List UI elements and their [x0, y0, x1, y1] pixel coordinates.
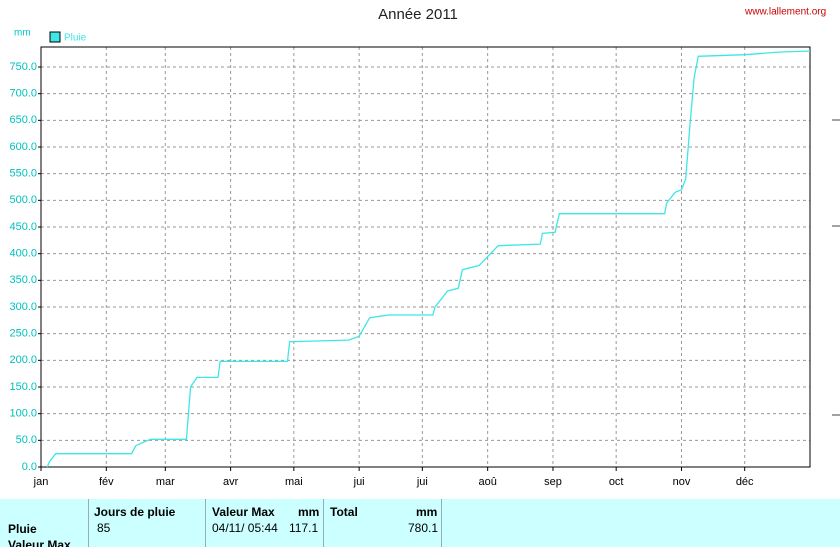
- cell: 04/11/ 05:44: [212, 521, 278, 535]
- legend-swatch: [49, 31, 61, 43]
- header: Jours de pluie: [94, 505, 176, 519]
- header: Valeur Max: [212, 505, 275, 519]
- y-tick-label: 550.0: [9, 168, 37, 180]
- plot-border: [40, 46, 811, 468]
- chart-title: Année 2011: [378, 6, 458, 23]
- x-tick-label: mai: [285, 476, 303, 488]
- header: Total: [330, 505, 358, 519]
- y-tick-label: 350.0: [9, 274, 37, 286]
- cell: 780.1: [408, 521, 439, 535]
- y-tick-label: 500.0: [9, 194, 37, 206]
- x-tick-label: fév: [99, 476, 114, 488]
- background: [0, 0, 840, 499]
- row-label: Pluie: [8, 522, 37, 536]
- y-tick-label: 300.0: [9, 301, 37, 313]
- header-unit: mm: [298, 505, 320, 519]
- line: [46, 50, 811, 468]
- x-tick-label: sep: [544, 476, 562, 488]
- row-label: Valeur Max: [8, 538, 71, 547]
- summary-table: Jours de pluie Valeur Max mm Total mm Pl…: [0, 499, 840, 547]
- y-tick-label: 400.0: [9, 248, 37, 260]
- x-tick-label: aoû: [478, 476, 496, 488]
- separator: [323, 499, 324, 547]
- x-tick-label: mar: [156, 476, 175, 488]
- source[interactable]: www.lallement.org: [744, 7, 826, 18]
- x-tick-label: oct: [609, 476, 624, 488]
- legend-label: Pluie: [64, 33, 87, 44]
- separator: [205, 499, 206, 547]
- x-tick-label: jui: [416, 476, 428, 488]
- y-tick-label: 700.0: [9, 88, 37, 100]
- y-unit: mm: [14, 28, 31, 39]
- y-tick-label: 100.0: [9, 408, 37, 420]
- x-tick-label: déc: [736, 476, 754, 488]
- x-tick-label: jui: [353, 476, 365, 488]
- separator: [88, 499, 89, 547]
- header-unit: mm: [416, 505, 438, 519]
- y-tick-label: 150.0: [9, 381, 37, 393]
- cell: 117.1: [289, 521, 319, 535]
- y-tick-label: 250.0: [9, 328, 37, 340]
- chart: Année 2011 www.lallement.org mm 0.0 50.0 1…: [0, 0, 840, 499]
- separator: [441, 499, 442, 547]
- x-tick-label: nov: [673, 476, 691, 488]
- y-tick-label: 650.0: [9, 114, 37, 126]
- x-tick-label: jan: [33, 476, 49, 488]
- y-tick-label: 50.0: [16, 434, 37, 446]
- y-tick-label: 750.0: [9, 61, 37, 73]
- y-tick-label: 450.0: [9, 221, 37, 233]
- cell: 85: [97, 521, 111, 535]
- y-tick-label: 0.0: [22, 461, 37, 473]
- x-tick-label: avr: [223, 476, 239, 488]
- y-tick-label: 600.0: [9, 141, 37, 153]
- y-tick-label: 200.0: [9, 354, 37, 366]
